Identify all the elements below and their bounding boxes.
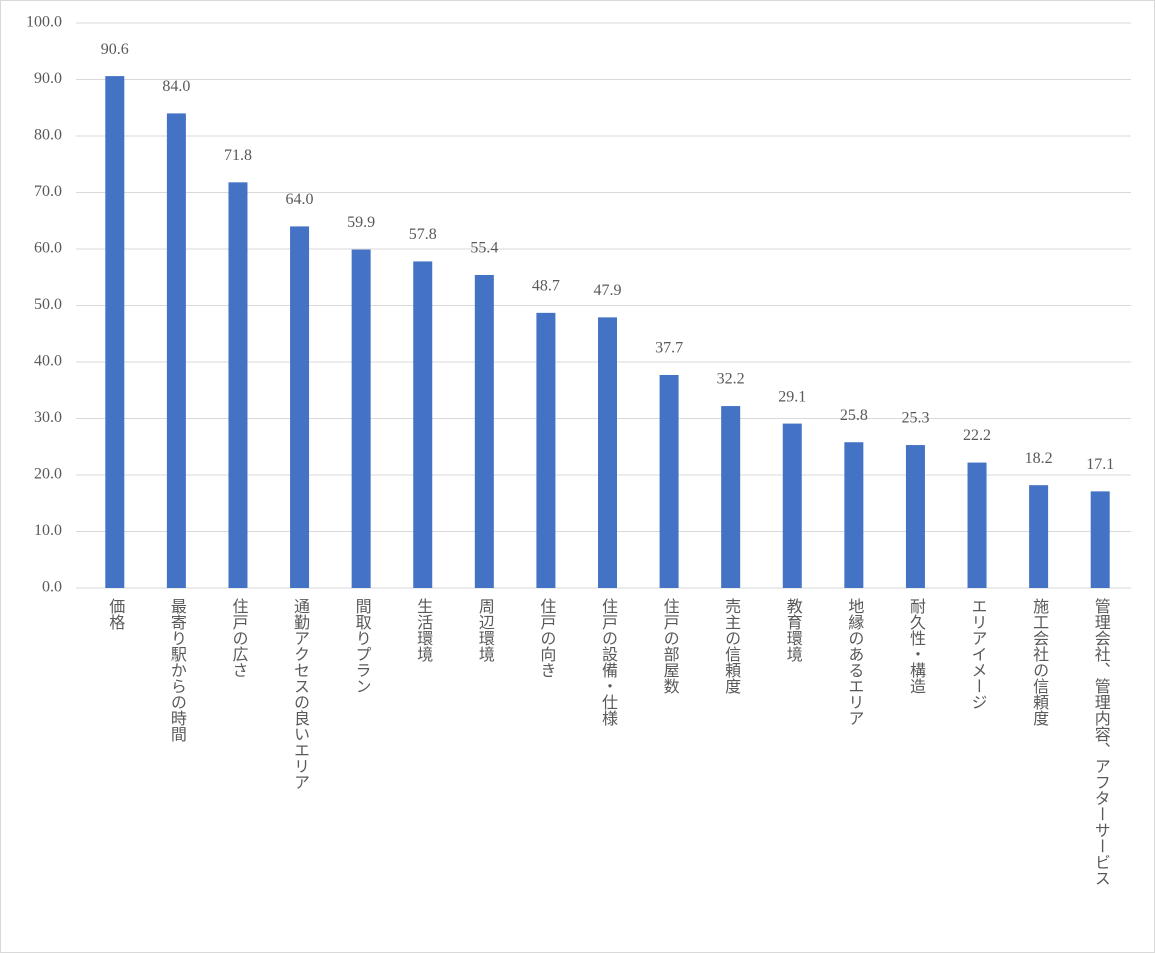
data-label: 18.2 xyxy=(1025,450,1053,467)
y-tick-label: 20.0 xyxy=(34,466,62,483)
data-label: 25.3 xyxy=(901,410,929,427)
y-tick-label: 40.0 xyxy=(34,353,62,370)
data-label: 71.8 xyxy=(224,147,252,164)
data-label: 59.9 xyxy=(347,214,375,231)
bar xyxy=(659,374,679,588)
x-tick-label: 価格 xyxy=(106,598,125,630)
x-tick-label: 管理会社、管理内容、アフターサービス xyxy=(1092,598,1111,886)
bar xyxy=(474,274,494,588)
x-tick-label: 地縁のあるエリア xyxy=(845,598,864,726)
bar xyxy=(351,249,371,588)
x-tick-label: 住戸の部屋数 xyxy=(661,598,680,694)
y-tick-label: 90.0 xyxy=(34,70,62,87)
y-tick-label: 70.0 xyxy=(34,183,62,200)
y-tick-label: 0.0 xyxy=(42,579,62,596)
x-tick-label: 耐久性・構造 xyxy=(907,598,926,694)
bar xyxy=(290,226,310,588)
x-tick-label: 最寄り駅からの時間 xyxy=(168,598,187,743)
y-tick-label: 50.0 xyxy=(34,296,62,313)
x-tick-label: 住戸の向き xyxy=(537,598,556,678)
bar xyxy=(166,113,186,589)
x-tick-label: 教育環境 xyxy=(784,598,803,663)
data-label: 29.1 xyxy=(778,388,806,405)
x-tick-label: 施工会社の信頼度 xyxy=(1030,598,1049,726)
bar xyxy=(1090,491,1110,588)
bar xyxy=(228,182,248,588)
data-label: 17.1 xyxy=(1086,456,1114,473)
bar xyxy=(905,445,925,588)
data-label: 48.7 xyxy=(532,278,560,295)
x-tick-label: 間取りプラン xyxy=(353,598,372,694)
y-tick-label: 80.0 xyxy=(34,127,62,144)
x-tick-label: 住戸の広さ xyxy=(229,598,248,678)
data-label: 57.8 xyxy=(409,226,437,243)
x-tick-label: 生活環境 xyxy=(414,598,433,663)
x-tick-label: 周辺環境 xyxy=(476,598,495,663)
bar xyxy=(721,406,741,588)
data-label: 47.9 xyxy=(594,282,622,299)
x-tick-label: 通勤アクセスの良いエリア xyxy=(291,598,310,790)
bar xyxy=(782,423,802,588)
data-label: 90.6 xyxy=(101,41,129,58)
data-label: 37.7 xyxy=(655,340,683,357)
y-tick-label: 100.0 xyxy=(26,14,62,31)
bar xyxy=(413,261,433,588)
bar xyxy=(598,317,617,588)
x-tick-label: 住戸の設備・仕様 xyxy=(599,598,618,726)
data-label: 22.2 xyxy=(963,427,991,444)
data-label: 55.4 xyxy=(470,240,498,257)
data-label: 64.0 xyxy=(286,191,314,208)
y-tick-label: 30.0 xyxy=(34,409,62,426)
x-tick-label: エリアイメージ xyxy=(969,598,987,710)
bar xyxy=(536,312,556,588)
y-tick-label: 60.0 xyxy=(34,240,62,257)
data-label: 84.0 xyxy=(162,78,190,95)
y-tick-label: 10.0 xyxy=(34,522,62,539)
data-label: 32.2 xyxy=(717,371,745,388)
bar xyxy=(967,462,987,588)
bar xyxy=(844,442,864,588)
bar xyxy=(105,76,125,589)
data-label: 25.8 xyxy=(840,407,868,424)
x-tick-label: 売主の信頼度 xyxy=(722,598,741,694)
bar xyxy=(1029,485,1049,588)
